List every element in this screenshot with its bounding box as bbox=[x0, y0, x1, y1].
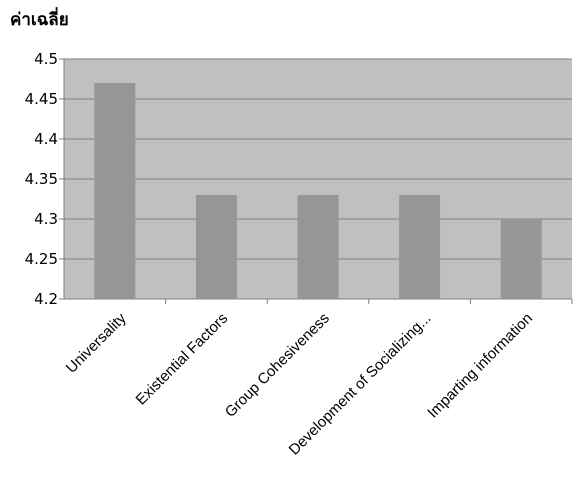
y-tick-label: 4.45 bbox=[25, 90, 58, 108]
x-tick-label: Existential Factors bbox=[133, 310, 232, 409]
y-tick-label: 4.3 bbox=[34, 210, 58, 228]
bar bbox=[94, 83, 136, 299]
x-tick-label: Imparting information bbox=[424, 310, 536, 422]
bar bbox=[195, 195, 237, 299]
chart-title: ค่าเฉลี่ย bbox=[10, 10, 69, 30]
bar bbox=[399, 195, 441, 299]
y-tick-label: 4.35 bbox=[25, 170, 58, 188]
bar bbox=[500, 219, 542, 299]
y-tick-label: 4.25 bbox=[25, 250, 58, 268]
x-tick-label: Group Cohesiveness bbox=[222, 310, 333, 421]
y-tick-label: 4.2 bbox=[34, 290, 58, 308]
x-tick-label: Universality bbox=[63, 309, 130, 376]
y-tick-label: 4.4 bbox=[34, 130, 58, 148]
y-tick-label: 4.5 bbox=[34, 50, 58, 68]
bar bbox=[297, 195, 339, 299]
